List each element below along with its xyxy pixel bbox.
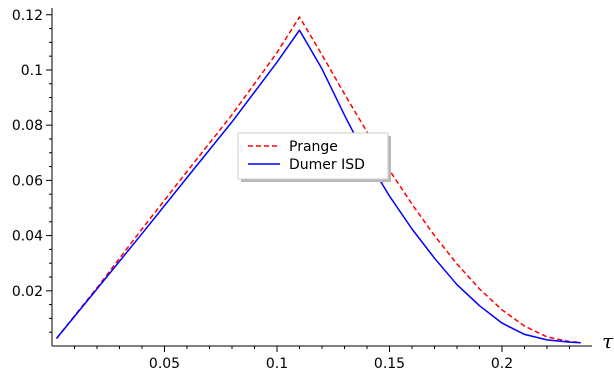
x-tick-label: 0.15 xyxy=(374,356,405,372)
x-tick-label: 0.05 xyxy=(149,356,180,372)
x-tick-label: 0.2 xyxy=(491,356,513,372)
y-tick-label: 0.08 xyxy=(12,118,43,134)
legend-box xyxy=(237,132,389,180)
y-tick-label: 0.02 xyxy=(12,284,43,300)
y-tick-label: 0.04 xyxy=(12,229,43,245)
legend-label-dumer-isd: Dumer ISD xyxy=(289,157,365,173)
series-line-prange xyxy=(55,16,581,344)
legend-label-prange: Prange xyxy=(289,139,338,155)
y-tick-label: 0.12 xyxy=(12,8,43,24)
x-axis-label: τ xyxy=(602,329,614,353)
legend: Prange Dumer ISD xyxy=(237,132,391,182)
y-tick-label: 0.1 xyxy=(21,63,43,79)
series-line-dumer-isd xyxy=(55,29,581,344)
x-tick-label: 0.1 xyxy=(266,356,288,372)
y-tick-label: 0.06 xyxy=(12,173,43,189)
axes: 0.05 0.1 0.15 0.2 0.02 0.04 0.06 0.08 0.1 0.12 xyxy=(12,8,592,372)
